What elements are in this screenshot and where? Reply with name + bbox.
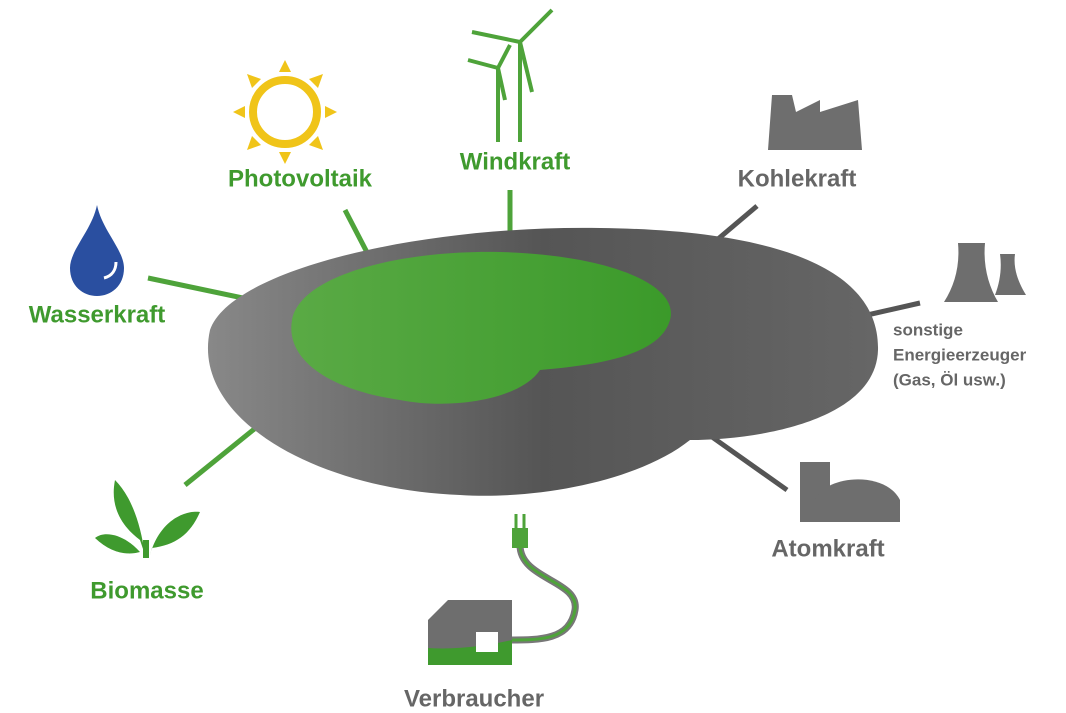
node-label: Verbraucher [404, 685, 544, 712]
water-icon [70, 205, 124, 296]
node-label: Energieerzeuger [893, 345, 1027, 364]
biomass-icon [95, 480, 200, 558]
node-label: Atomkraft [771, 535, 884, 562]
node-label: Windkraft [460, 148, 570, 175]
node-label: Wasserkraft [29, 301, 166, 328]
node-label: (Gas, Öl usw.) [893, 370, 1006, 389]
atom-icon [800, 462, 900, 522]
diagram: Photovoltaik Windkraft Kohlekraft Wasser… [0, 0, 1066, 713]
node-label: Kohlekraft [738, 165, 857, 192]
node-label: Biomasse [90, 577, 203, 604]
node-label: Photovoltaik [228, 165, 373, 192]
consumer-icon [428, 514, 575, 665]
wind-icon [468, 10, 552, 142]
coal-icon [768, 95, 862, 150]
other-plant-icon [944, 243, 1026, 302]
node-label: sonstige [893, 320, 963, 339]
sun-icon [233, 60, 337, 164]
